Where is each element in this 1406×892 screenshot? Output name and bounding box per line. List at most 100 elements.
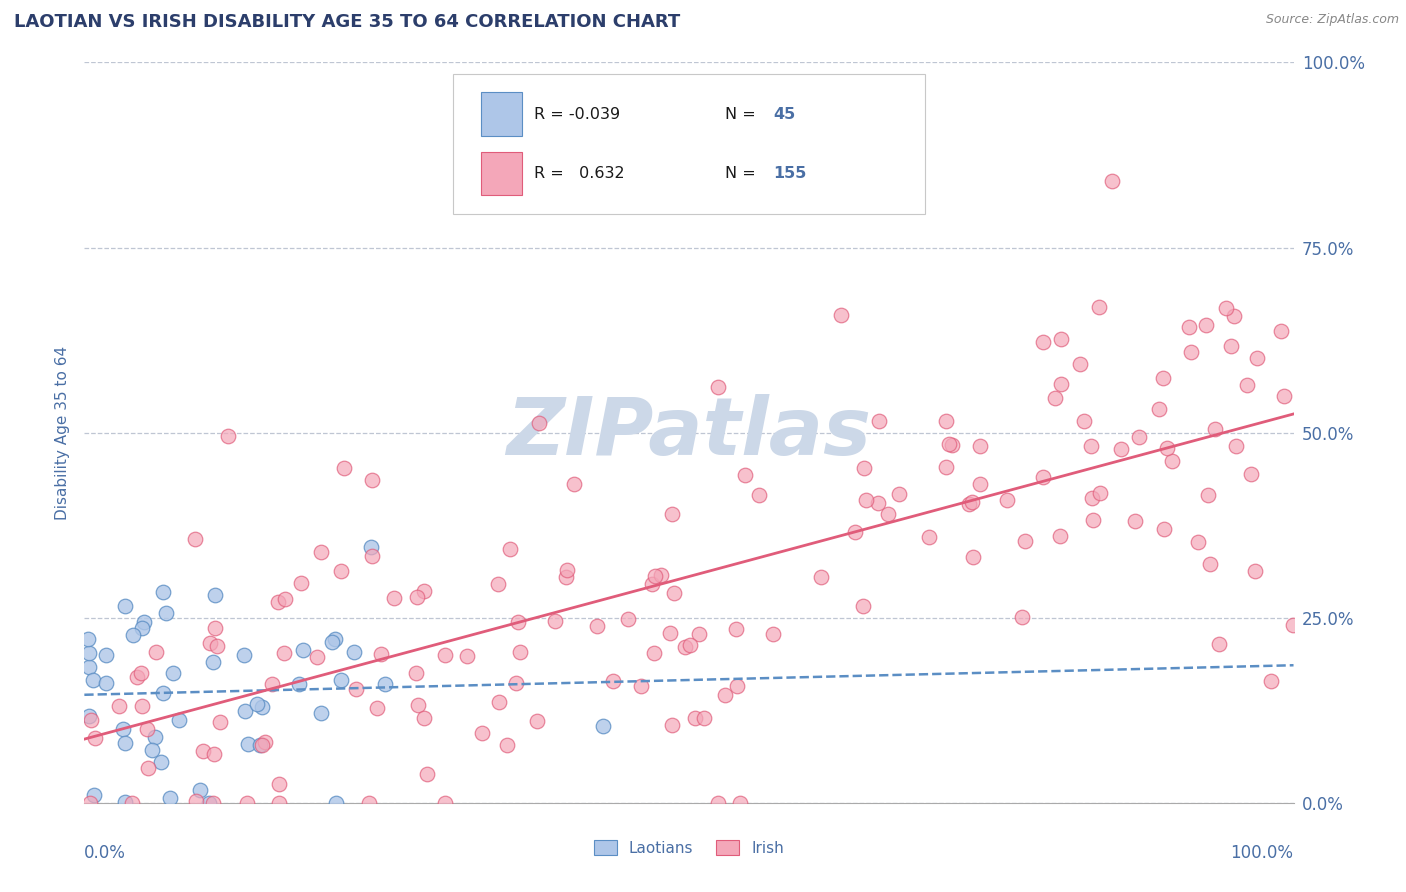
- Point: [1246, 351, 1268, 365]
- Point: [434, 796, 457, 810]
- Point: [1281, 617, 1303, 632]
- Point: [810, 570, 832, 584]
- Point: [1149, 402, 1171, 417]
- Point: [94, 676, 117, 690]
- Point: [361, 549, 384, 563]
- Point: [329, 564, 352, 578]
- Point: [1156, 441, 1178, 455]
- Point: [1178, 320, 1201, 334]
- Point: [585, 619, 607, 633]
- Point: [1032, 470, 1054, 484]
- Point: [159, 791, 181, 805]
- Point: [267, 796, 290, 810]
- Point: [734, 468, 756, 483]
- Text: R = -0.039: R = -0.039: [534, 107, 620, 122]
- Point: [1161, 454, 1184, 468]
- Point: [1101, 174, 1123, 188]
- Point: [1080, 439, 1102, 453]
- Point: [84, 731, 107, 745]
- Point: [644, 569, 666, 583]
- Point: [152, 686, 174, 700]
- Point: [641, 576, 664, 591]
- Point: [79, 796, 101, 810]
- Point: [325, 632, 347, 646]
- Point: [617, 611, 640, 625]
- Point: [325, 796, 347, 810]
- Point: [941, 437, 963, 451]
- Point: [125, 670, 148, 684]
- Point: [526, 714, 548, 729]
- Point: [962, 550, 984, 565]
- Point: [201, 796, 224, 810]
- Point: [413, 711, 436, 725]
- Point: [291, 642, 314, 657]
- Point: [1050, 332, 1073, 346]
- Point: [121, 628, 143, 642]
- Point: [360, 540, 382, 554]
- Point: [382, 591, 405, 606]
- Point: [969, 439, 991, 453]
- Point: [344, 681, 367, 696]
- Point: [252, 738, 274, 752]
- Point: [80, 713, 103, 727]
- Point: [868, 414, 890, 428]
- Point: [592, 718, 614, 732]
- Point: [1197, 488, 1219, 502]
- Point: [1220, 338, 1243, 352]
- Point: [162, 666, 184, 681]
- Point: [136, 761, 159, 775]
- Text: 0.0%: 0.0%: [84, 844, 127, 862]
- Text: N =: N =: [725, 166, 761, 181]
- Point: [935, 459, 957, 474]
- Point: [661, 507, 683, 521]
- Point: [1083, 513, 1105, 527]
- Point: [1180, 344, 1202, 359]
- Point: [184, 533, 207, 547]
- Point: [1194, 318, 1216, 332]
- Point: [374, 677, 396, 691]
- Point: [830, 308, 852, 322]
- Point: [197, 796, 219, 810]
- Point: [207, 639, 229, 653]
- Point: [77, 632, 100, 646]
- Point: [235, 704, 257, 718]
- Point: [129, 665, 152, 680]
- Point: [1069, 357, 1091, 371]
- Point: [1244, 564, 1267, 578]
- Point: [495, 738, 517, 752]
- Legend: Laotians, Irish: Laotians, Irish: [588, 834, 790, 862]
- Point: [287, 677, 309, 691]
- Point: [155, 606, 177, 620]
- Point: [1128, 430, 1150, 444]
- Point: [662, 586, 685, 600]
- Point: [488, 695, 510, 709]
- Text: 100.0%: 100.0%: [1230, 844, 1294, 862]
- Point: [405, 666, 427, 681]
- Point: [706, 379, 728, 393]
- Y-axis label: Disability Age 35 to 64: Disability Age 35 to 64: [55, 345, 70, 520]
- Point: [217, 429, 239, 443]
- Point: [714, 688, 737, 702]
- Point: [938, 437, 960, 451]
- Point: [488, 576, 510, 591]
- Point: [112, 723, 135, 737]
- Point: [267, 595, 290, 609]
- Point: [498, 541, 520, 556]
- Point: [1270, 324, 1292, 338]
- Point: [564, 477, 586, 491]
- Point: [650, 568, 672, 582]
- Point: [675, 640, 697, 654]
- Point: [309, 706, 332, 720]
- Point: [77, 659, 100, 673]
- Point: [1199, 558, 1222, 572]
- Point: [186, 794, 208, 808]
- Point: [131, 699, 153, 714]
- Point: [209, 715, 232, 730]
- Point: [602, 674, 624, 689]
- Point: [150, 755, 173, 769]
- Point: [661, 718, 683, 732]
- Point: [725, 679, 748, 693]
- Text: R =   0.632: R = 0.632: [534, 166, 624, 181]
- Point: [960, 495, 983, 509]
- Text: N =: N =: [725, 107, 761, 122]
